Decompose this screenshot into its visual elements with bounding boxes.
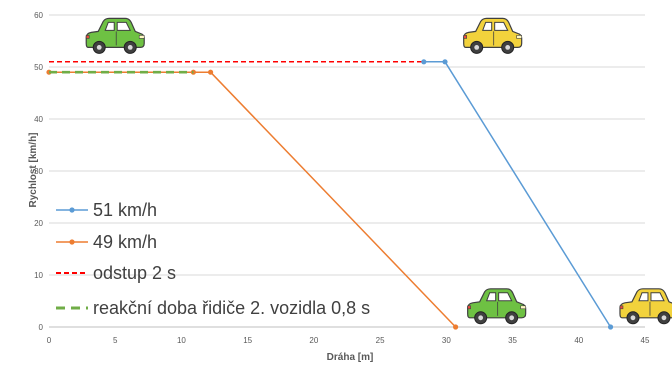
data-point [207,69,214,75]
car-window [638,292,649,302]
y-tick-label: 60 [34,11,43,20]
x-tick-label: 0 [47,336,52,345]
series-lines [46,59,614,330]
car-headlight [516,35,522,39]
data-point [421,59,427,65]
y-tick-label: 0 [39,323,44,332]
car-hub [505,45,511,50]
series-line-0 [423,61,612,328]
x-tick-label: 20 [309,336,318,345]
x-tick-label: 35 [508,336,517,345]
x-tick-label: 25 [376,336,385,345]
car-headlight [138,35,145,39]
yellow-car-stop [619,288,672,325]
car-window [104,21,115,31]
axes: 0 10 20 30 40 50 60 0 5 10 15 20 25 30 35 40 45 [34,11,650,345]
legend-label-3: reakční doba řidiče 2. vozidla 0,8 s [93,298,370,318]
car-window [650,292,665,302]
y-tick-label: 50 [34,63,43,72]
car-window [494,21,509,31]
car-illustrations [85,17,672,325]
x-axis-title: Dráha [m] [327,352,374,363]
x-tick-label: 10 [177,336,186,345]
legend-label-0: 51 km/h [93,200,157,220]
car-window [116,21,132,31]
data-point [453,324,459,330]
data-point [607,324,614,330]
x-tick-label: 15 [243,336,252,345]
car-headlight [520,305,526,310]
car-hub [96,45,102,50]
legend: 51 km/h 49 km/h odstup 2 s reakční doba řid… [56,200,370,318]
legend-label-1: 49 km/h [93,232,157,252]
x-tick-label: 45 [641,336,650,345]
car-window [485,292,497,302]
y-tick-label: 20 [34,219,43,228]
green-car-stop [467,288,527,325]
x-tick-label: 40 [574,336,583,345]
data-point [442,59,448,65]
car-hub [630,315,636,321]
car-taillight [463,35,467,39]
car-window [498,292,513,302]
yellow-car-start [463,17,523,54]
car-taillight [85,35,90,39]
car-hub [478,315,484,321]
y-axis-title: Rychlost [km/h] [28,132,39,207]
y-tick-label: 30 [34,167,43,176]
car-window [481,21,493,31]
green-car-start [85,17,145,54]
gridlines [49,14,645,276]
car-hub [509,315,515,321]
legend-label-2: odstup 2 s [93,263,176,283]
car-taillight [619,305,624,310]
car-hub [474,45,480,50]
car-taillight [467,305,471,310]
y-tick-label: 10 [34,271,43,280]
car-hub [661,315,667,321]
x-tick-label: 5 [113,336,118,345]
car-hub [127,45,133,50]
legend-marker-0 [69,207,75,213]
x-tick-label: 30 [442,336,451,345]
legend-marker-1 [69,239,75,245]
y-tick-label: 40 [34,115,43,124]
